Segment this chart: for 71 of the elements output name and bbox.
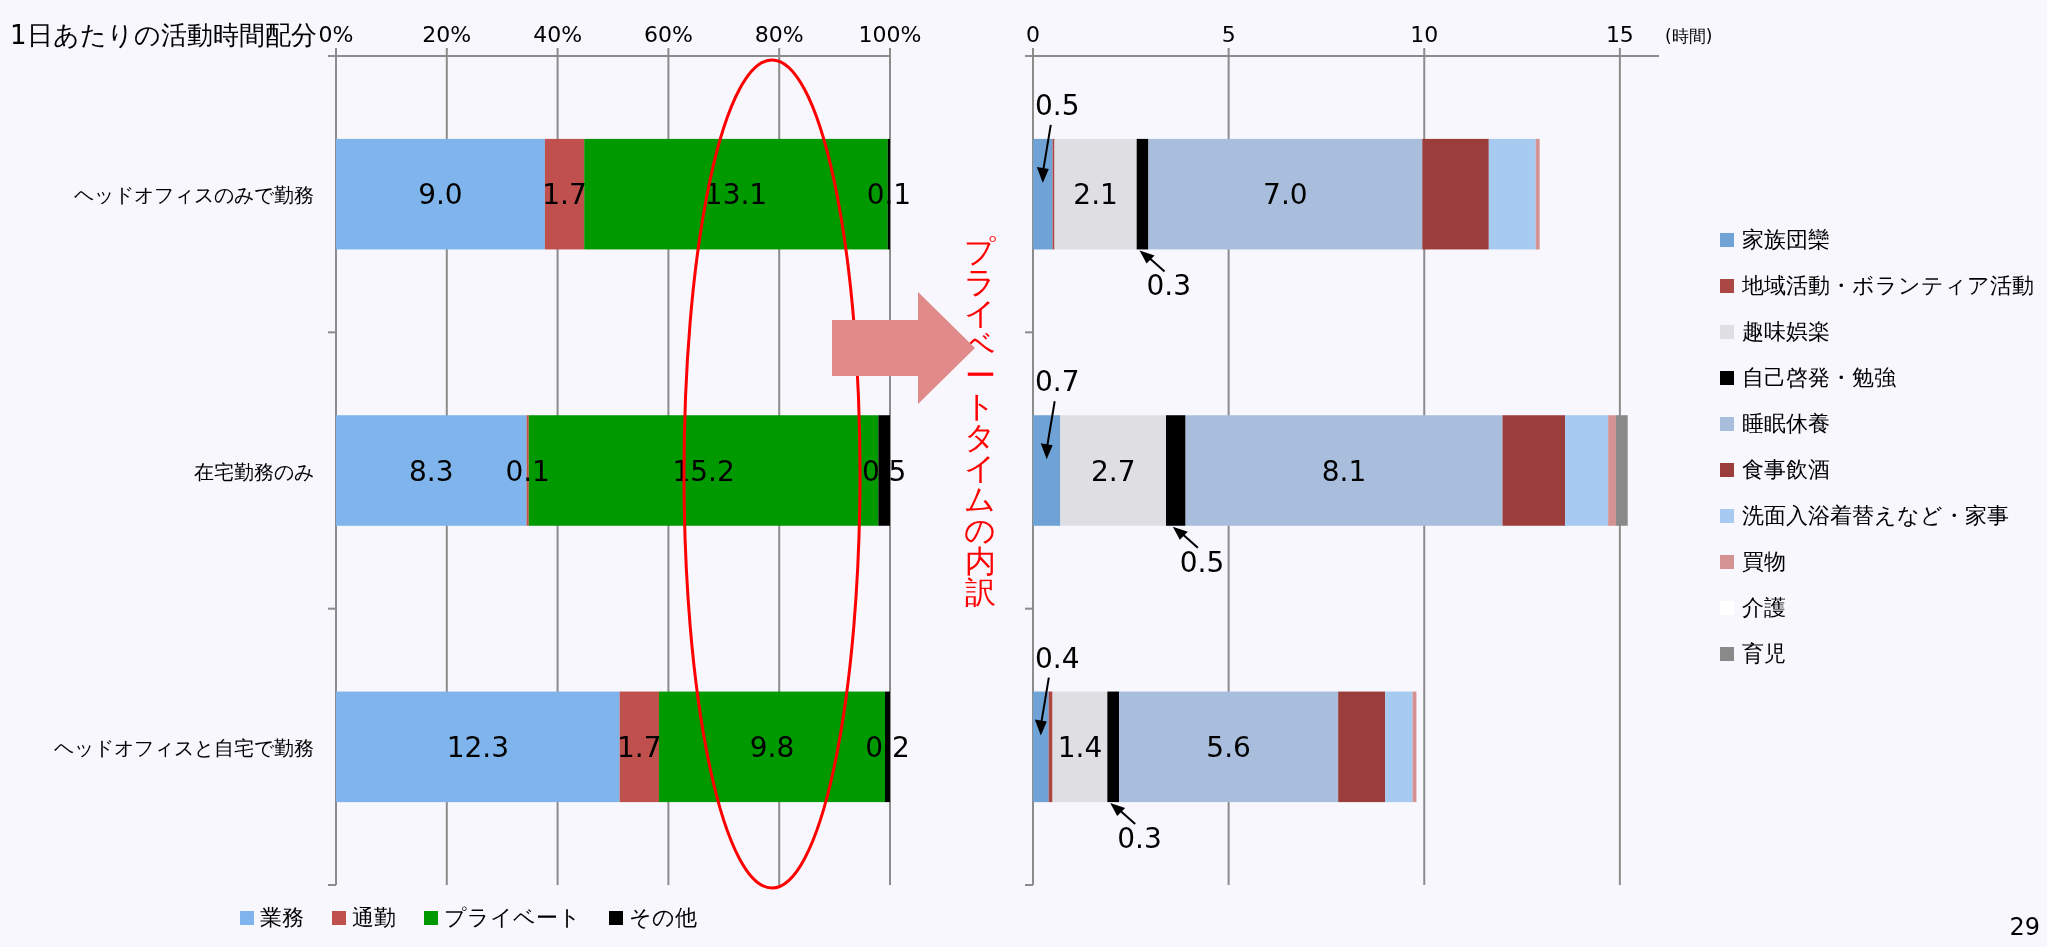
legend-label: 食事飲酒 (1742, 457, 1830, 482)
legend-label: 睡眠休養 (1742, 411, 1830, 436)
bar (1338, 691, 1386, 803)
bar (1048, 691, 1053, 803)
x-tick-label: 80% (754, 22, 804, 47)
x-tick-label: 0 (1026, 22, 1040, 47)
bar (1488, 138, 1536, 250)
bar (1422, 138, 1489, 250)
data-label: 1.4 (1057, 730, 1103, 764)
bar (1502, 415, 1566, 526)
legend-label: 介護 (1742, 595, 1786, 620)
bar (336, 138, 545, 250)
data-label: 0.5 (1035, 88, 1080, 122)
annotation: 0.1 (866, 178, 912, 212)
data-label: 7.0 (1263, 178, 1308, 212)
y-tick-label: 在宅勤務のみ (194, 459, 314, 484)
annotation: 9.8 (749, 730, 795, 764)
data-label: 8.1 (1321, 454, 1367, 488)
bar (1565, 415, 1609, 526)
legend-label: 自己啓発・勉強 (1742, 365, 1896, 390)
annotation: 8.3 (409, 454, 454, 488)
bar (1054, 138, 1137, 250)
bar (1033, 138, 1053, 250)
x-tick-label: 40% (533, 22, 583, 47)
x-tick-label: 100% (858, 22, 922, 47)
legend-label: 地域活動・ボランティア活動 (1741, 273, 2034, 298)
bar (1060, 415, 1167, 526)
bar (1608, 415, 1616, 526)
bar (1052, 691, 1108, 803)
bar (1033, 415, 1061, 526)
bar (1385, 691, 1413, 803)
data-label: 2.1 (1073, 178, 1118, 212)
y-tick-label: ヘッドオフィスと自宅で勤務 (54, 735, 314, 760)
annotation: 13.1 (704, 178, 768, 212)
bar (336, 691, 620, 803)
legend-label: 買物 (1742, 549, 1786, 574)
x-tick-label: 5 (1221, 22, 1236, 47)
x-axis-title: (時間) (1665, 26, 1713, 46)
x-tick-label: 20% (422, 22, 472, 47)
data-label: 5.6 (1206, 730, 1251, 764)
bar (1535, 138, 1540, 250)
annotation: 12.3 (446, 730, 509, 764)
bar (1185, 415, 1503, 526)
legend-label: プライベート (444, 905, 581, 930)
legend-label: 通勤 (352, 905, 396, 930)
annotation: 0.5 (861, 454, 907, 488)
bar (1033, 691, 1049, 803)
bar (1119, 691, 1339, 803)
data-label: 0.3 (1117, 822, 1162, 856)
x-tick-label: 10 (1410, 22, 1439, 47)
legend-label: 業務 (260, 905, 304, 930)
x-tick-label: 0% (318, 22, 354, 47)
legend-label: その他 (629, 905, 697, 930)
legend-label: 趣味娯楽 (1742, 319, 1830, 344)
data-label: 0.3 (1146, 269, 1192, 303)
annotation: 0.2 (865, 730, 910, 764)
y-tick-label: ヘッドオフィスのみで勤務 (74, 183, 314, 208)
data-label: 2.7 (1090, 454, 1136, 488)
legend-label: 育児 (1742, 641, 1786, 666)
data-label: 0.5 (1179, 545, 1225, 579)
data-label: 0.7 (1035, 365, 1080, 399)
x-tick-label: 60% (643, 22, 693, 47)
bar (1148, 138, 1423, 250)
annotation: 0.1 (505, 454, 550, 488)
x-tick-label: 15 (1605, 22, 1634, 47)
data-label: 0.4 (1035, 641, 1080, 675)
legend-label: 洗面入浴着替えなど・家事 (1742, 503, 2009, 528)
text: 29 (2009, 913, 2040, 941)
legend-label: 家族団欒 (1742, 227, 1830, 252)
chart-title: 1日あたりの活動時間配分 (10, 20, 317, 50)
annotation: 9.0 (418, 178, 463, 212)
